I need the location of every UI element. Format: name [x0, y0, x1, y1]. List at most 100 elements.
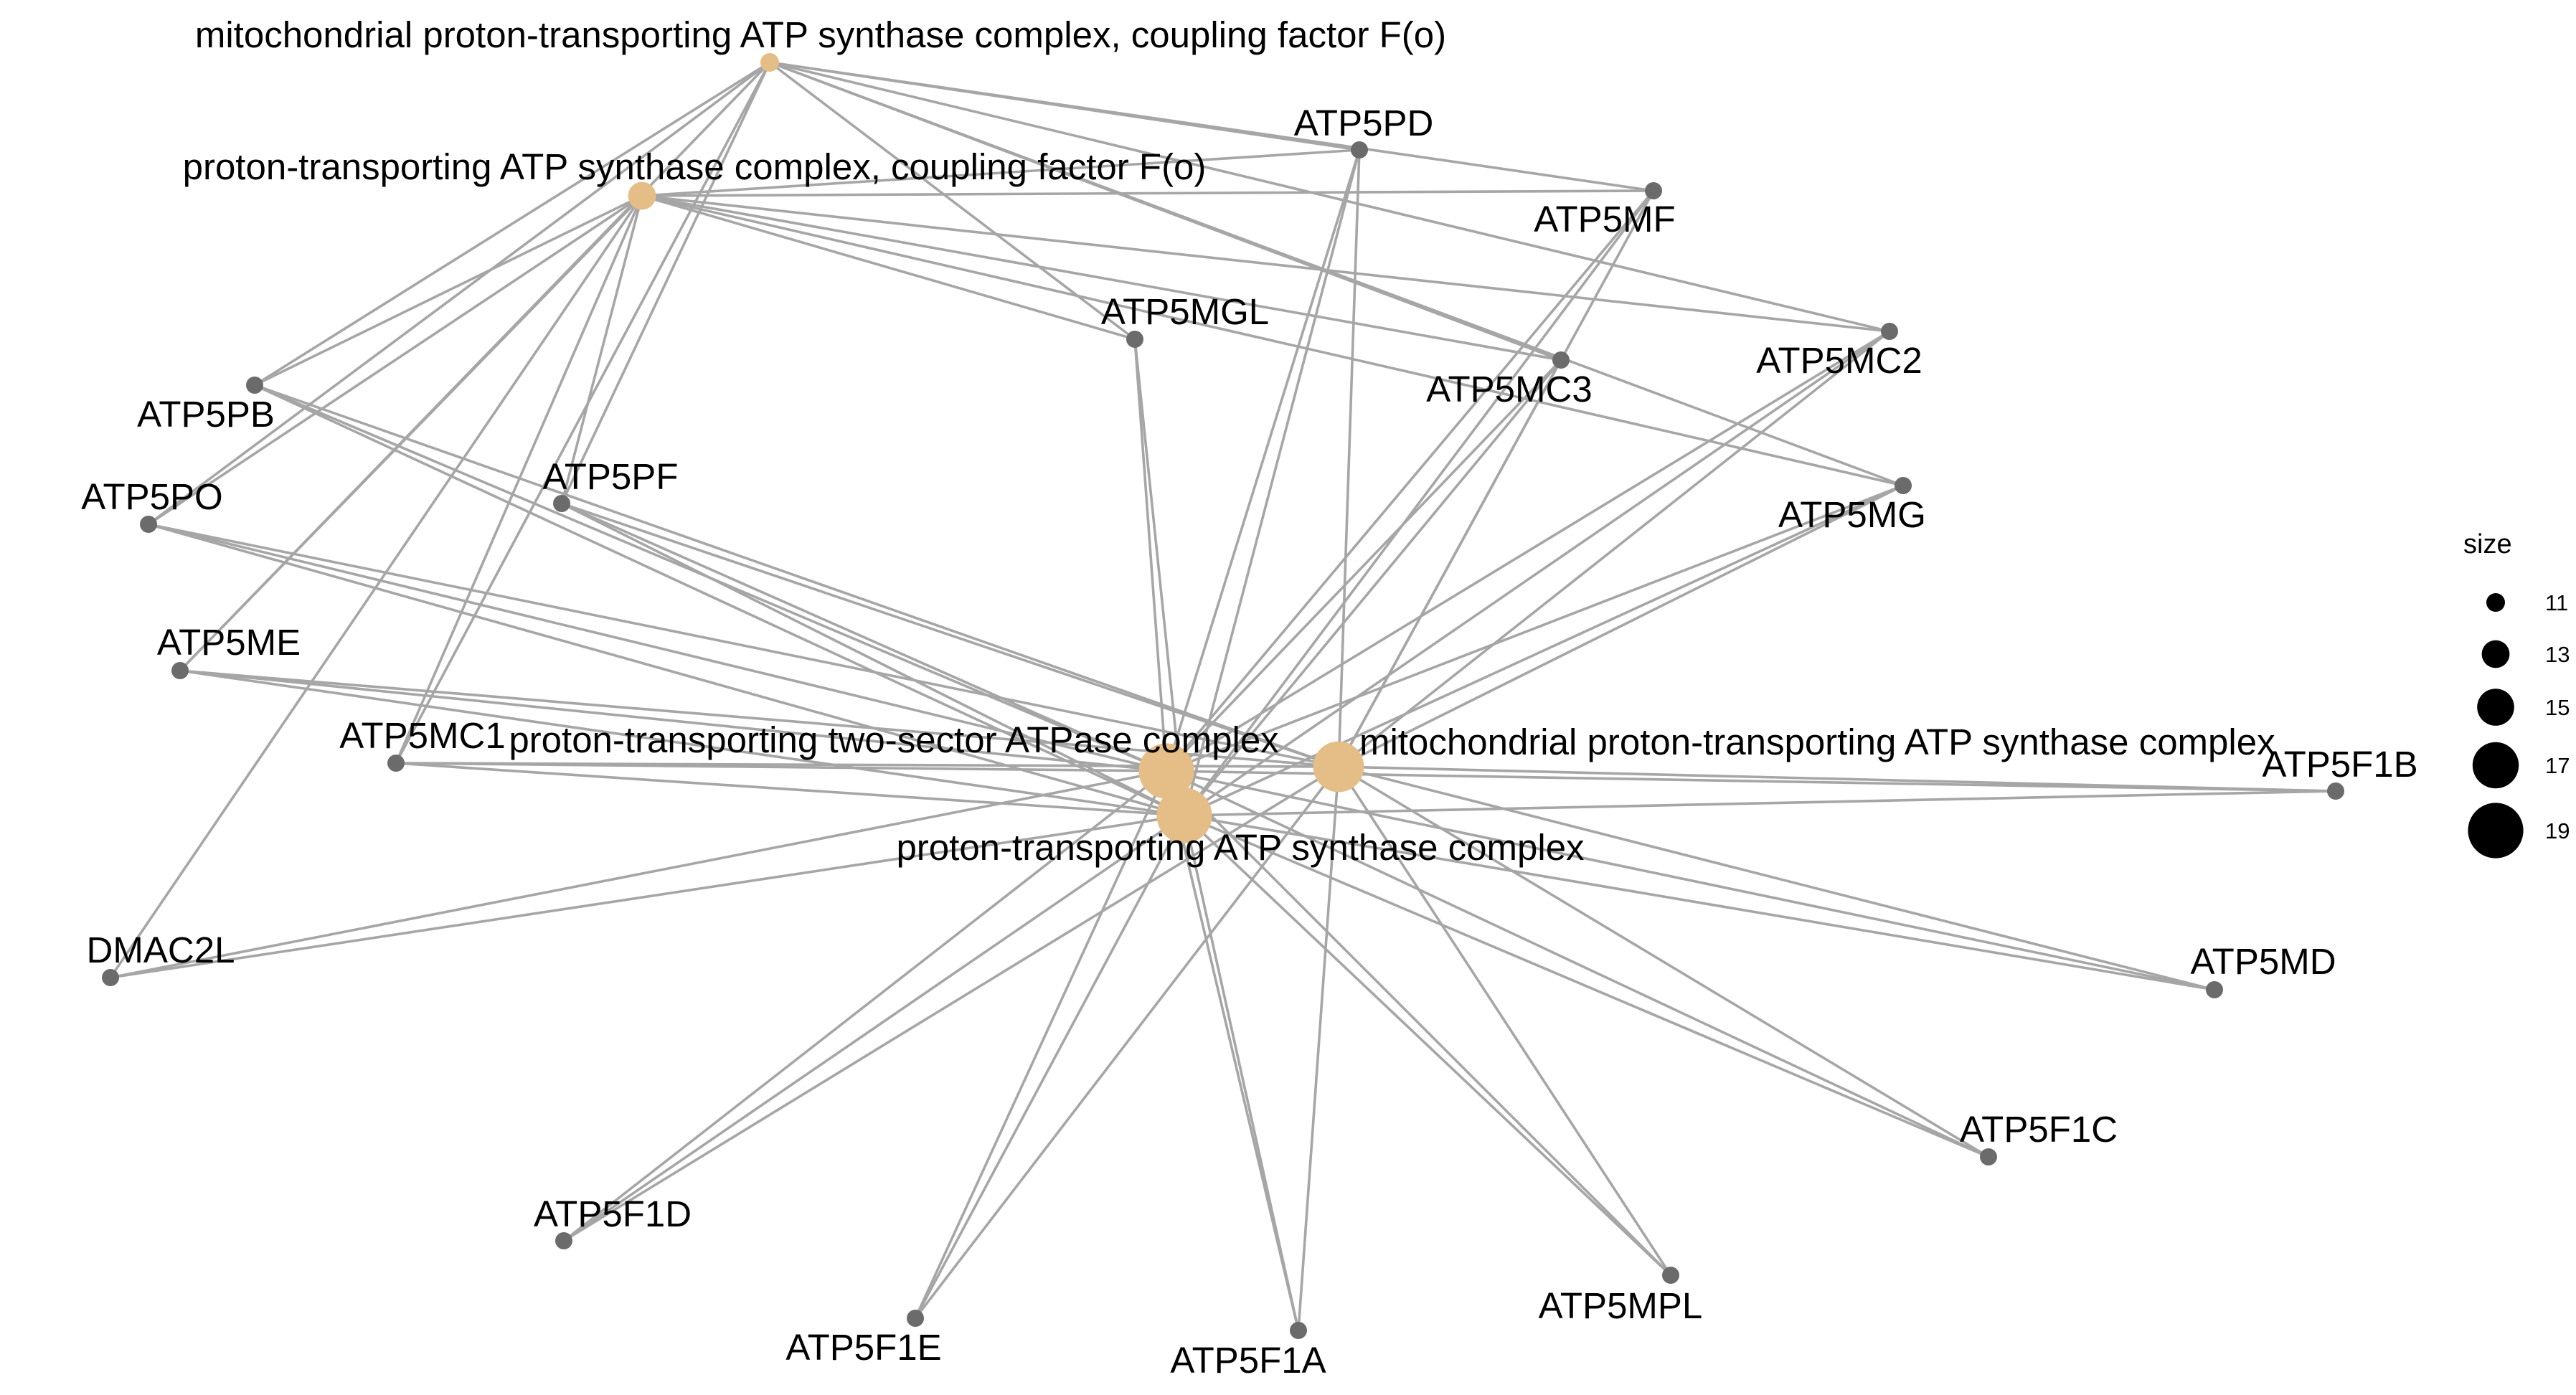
edge-atp5f1d-c5	[562, 814, 1186, 1242]
edge-atp5mg-c1	[769, 61, 1904, 487]
edge-dmac2l-c2	[109, 194, 643, 979]
gene-node-atp5mpl	[1662, 1267, 1679, 1284]
edge-atp5pb-c2	[254, 194, 643, 387]
gene-label-atp5mgl: ATP5MGL	[1101, 291, 1269, 332]
edge-atp5f1e-c3	[914, 770, 1168, 1319]
legend-label-15: 15	[2545, 695, 2570, 720]
edge-atp5mpl-c4	[1337, 766, 1672, 1276]
edge-atp5md-c4	[1338, 765, 2215, 991]
edge-atp5f1e-c4	[914, 765, 1340, 1320]
edge-atp5mc2-c1	[769, 61, 1890, 333]
category-label-c1: mitochondrial proton-transporting ATP sy…	[195, 14, 1446, 55]
edge-atp5mc3-c4	[1337, 359, 1562, 767]
gene-node-atp5f1e	[907, 1310, 924, 1327]
gene-node-atp5mc2	[1881, 323, 1898, 340]
gene-label-atp5md: ATP5MD	[2190, 941, 2336, 982]
gene-label-dmac2l: DMAC2L	[87, 930, 235, 970]
gene-label-atp5f1a: ATP5F1A	[1170, 1340, 1326, 1381]
gene-label-atp5mc3: ATP5MC3	[1426, 369, 1592, 410]
edge-atp5mf-c3	[1165, 189, 1655, 772]
gene-node-atp5po	[140, 516, 157, 533]
edge-atp5po-c1	[147, 61, 771, 526]
category-node-c5	[1156, 788, 1212, 843]
edge-atp5mc2-c2	[641, 194, 1890, 333]
legend-dot-13	[2481, 640, 2510, 668]
gene-label-atp5mpl: ATP5MPL	[1539, 1285, 1703, 1326]
edge-atp5mc1-c5	[395, 762, 1185, 817]
edge-atp5f1c-c3	[1166, 770, 1989, 1158]
edge-atp5pb-c4	[254, 384, 1339, 768]
edge-atp5f1d-c4	[563, 765, 1339, 1242]
edge-atp5mc2-c3	[1166, 330, 1890, 772]
edge-atp5md-c5	[1184, 814, 2215, 991]
size-legend: size 11 13 15 17 19	[2463, 529, 2570, 859]
category-label-c3: proton-transporting two-sector ATPase co…	[509, 719, 1278, 760]
gene-label-atp5pf: ATP5PF	[543, 456, 679, 497]
gene-label-atp5po: ATP5PO	[81, 476, 222, 517]
gene-node-atp5f1d	[555, 1232, 572, 1249]
edge-atp5mg-c2	[641, 194, 1904, 487]
gene-label-atp5mf: ATP5MF	[1534, 199, 1675, 240]
legend-label-11: 11	[2545, 590, 2568, 615]
gene-label-atp5pd: ATP5PD	[1294, 103, 1434, 143]
gene-node-atp5mg	[1895, 477, 1912, 494]
category-node-c2	[628, 181, 656, 210]
edge-atp5me-c4	[179, 669, 1339, 768]
label-layer: ATP5PD ATP5MF ATP5MGL ATP5MC3 ATP5MC2 ATP5PB A…	[81, 14, 2417, 1381]
edge-atp5f1b-c4	[1338, 765, 2336, 793]
gene-node-atp5pd	[1351, 141, 1368, 159]
legend-label-13: 13	[2545, 642, 2570, 667]
gene-node-atp5mc1	[387, 755, 405, 772]
gene-label-atp5mc1: ATP5MC1	[339, 715, 505, 756]
edge-atp5mg-c3	[1166, 484, 1904, 772]
category-label-c4: mitochondrial proton-transporting ATP sy…	[1359, 722, 2275, 762]
gene-node-atp5f1c	[1980, 1148, 1997, 1165]
legend-dot-17	[2472, 742, 2519, 789]
category-label-c5: proton-transporting ATP synthase complex	[896, 827, 1584, 868]
edge-atp5pd-c5	[1183, 149, 1361, 816]
gene-node-atp5pb	[246, 377, 263, 394]
gene-label-atp5f1d: ATP5F1D	[534, 1193, 692, 1234]
edge-dmac2l-c5	[110, 814, 1185, 979]
edge-atp5mgl-c3	[1133, 339, 1168, 772]
category-node-c3	[1138, 743, 1194, 799]
edge-atp5md-c3	[1166, 770, 2215, 991]
category-label-c2: proton-transporting ATP synthase complex…	[183, 146, 1207, 187]
edge-atp5mpl-c3	[1165, 770, 1672, 1277]
gene-label-atp5f1c: ATP5F1C	[1960, 1109, 2118, 1150]
edge-dmac2l-c3	[110, 770, 1167, 979]
edge-atp5f1d-c3	[562, 770, 1168, 1242]
edge-atp5mc3-c3	[1165, 359, 1562, 772]
edge-atp5po-c3	[148, 523, 1167, 772]
edge-atp5mc1-c2	[395, 195, 643, 764]
category-node-c1	[760, 53, 779, 72]
edge-atp5po-c5	[148, 523, 1185, 817]
edge-atp5f1c-c4	[1338, 765, 1989, 1158]
gene-node-dmac2l	[102, 969, 119, 986]
legend-dot-11	[2486, 593, 2505, 612]
legend-label-17: 17	[2545, 753, 2570, 778]
edge-atp5me-c5	[179, 669, 1185, 817]
edge-atp5me-c3	[179, 669, 1167, 772]
gene-node-atp5f1a	[1290, 1322, 1307, 1339]
edge-atp5mg-c4	[1338, 484, 1904, 768]
legend-dot-19	[2468, 803, 2524, 859]
edge-atp5po-c2	[148, 194, 643, 526]
gene-node-atp5me	[171, 662, 189, 679]
gene-label-atp5me: ATP5ME	[157, 622, 301, 663]
legend-dot-15	[2477, 689, 2514, 726]
edge-atp5f1a-c3	[1165, 770, 1300, 1331]
gene-label-atp5mc2: ATP5MC2	[1756, 340, 1922, 381]
edge-atp5mf-c2	[641, 189, 1654, 197]
gene-node-atp5mc3	[1552, 351, 1570, 369]
edge-atp5mgl-c5	[1133, 339, 1186, 816]
edge-atp5pd-c4	[1337, 149, 1361, 767]
gene-node-atp5pf	[553, 495, 570, 512]
edge-atp5pf-c1	[560, 62, 771, 504]
node-layer	[102, 53, 2344, 1339]
legend-label-19: 19	[2545, 818, 2570, 843]
edge-atp5po-c4	[148, 523, 1339, 768]
edge-atp5f1a-c5	[1183, 815, 1300, 1331]
edge-atp5pd-c3	[1165, 149, 1361, 772]
